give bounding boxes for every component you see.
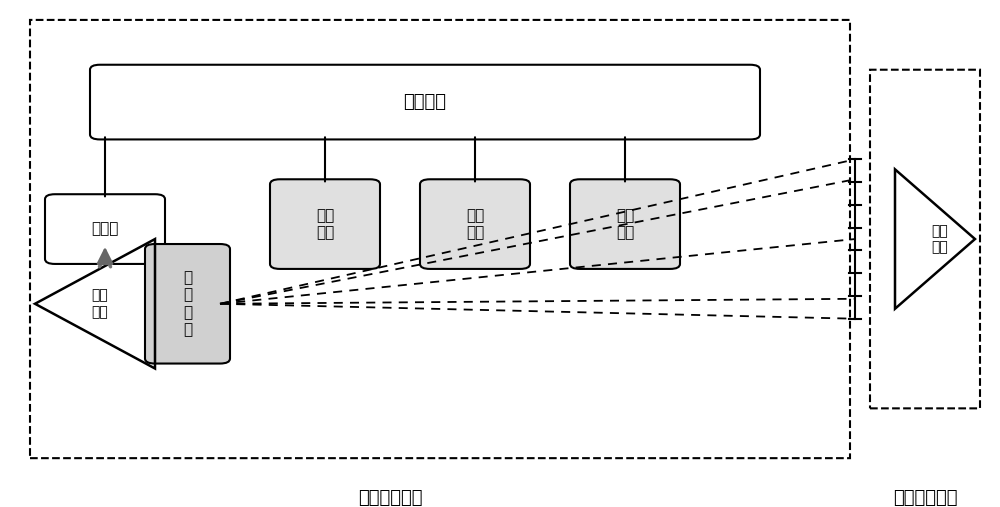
Text: 主控单元: 主控单元 [404,93,447,111]
Text: 定位
中继: 定位 中继 [616,208,634,240]
FancyBboxPatch shape [90,65,760,139]
FancyBboxPatch shape [145,244,230,364]
Text: 定位
中继: 定位 中继 [316,208,334,240]
Text: 定位追踪装置: 定位追踪装置 [358,489,422,507]
Text: 泵浦源: 泵浦源 [91,222,119,237]
Text: 逆反
射器: 逆反 射器 [932,224,948,254]
FancyBboxPatch shape [45,194,165,264]
FancyBboxPatch shape [270,179,380,269]
Text: 逆反
射器: 逆反 射器 [92,288,108,319]
FancyBboxPatch shape [420,179,530,269]
Text: 增
益
介
质: 增 益 介 质 [183,270,192,337]
FancyBboxPatch shape [570,179,680,269]
Text: 定位
中继: 定位 中继 [466,208,484,240]
Text: 定位追踪目标: 定位追踪目标 [893,489,957,507]
